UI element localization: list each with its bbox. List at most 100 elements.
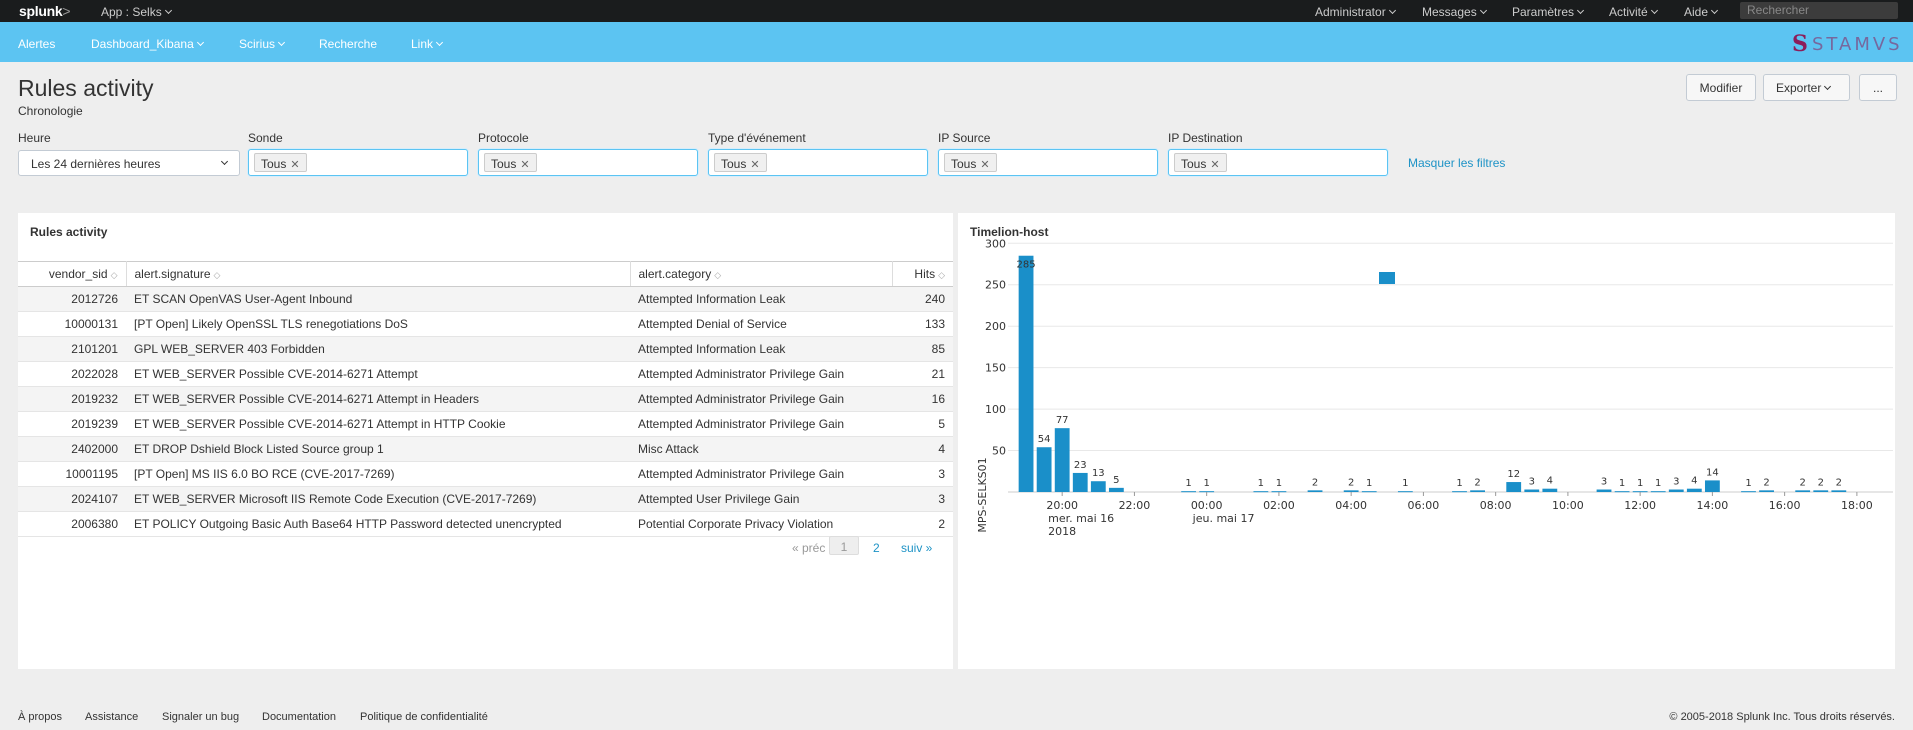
type-evenement-multiselect[interactable]: Tous ✕ (708, 149, 928, 176)
footer-link-about[interactable]: À propos (18, 711, 63, 723)
chart-bar[interactable] (1343, 490, 1359, 492)
chart-bar[interactable] (1506, 482, 1522, 492)
table-row[interactable]: 2402000 ET DROP Dshield Block Listed Sour… (18, 436, 953, 462)
chart-bar[interactable] (1072, 472, 1088, 492)
chart-bar[interactable] (1199, 491, 1215, 493)
pager-page-2[interactable]: 2 (873, 541, 880, 555)
bar-value-label: 1 (1619, 478, 1625, 489)
chart-bar[interactable] (1470, 490, 1485, 492)
remove-token-icon[interactable]: ✕ (750, 159, 760, 171)
table-row[interactable]: 2024107 ET WEB_SERVER Microsoft IIS Remot… (18, 486, 953, 512)
remove-token-icon[interactable]: ✕ (520, 159, 530, 171)
remove-token-icon[interactable]: ✕ (290, 159, 300, 171)
sonde-multiselect[interactable]: Tous ✕ (248, 149, 468, 176)
chart-bar[interactable] (1668, 489, 1684, 492)
time-range-select[interactable]: Les 24 dernières heures (18, 150, 240, 176)
export-button[interactable]: Exporter (1763, 74, 1850, 101)
remove-token-icon[interactable]: ✕ (1210, 159, 1220, 171)
hide-filters-link[interactable]: Masquer les filtres (1408, 156, 1506, 170)
chart-bar[interactable] (1524, 489, 1540, 492)
chart-bar[interactable] (1452, 491, 1467, 493)
column-label: vendor_sid (48, 267, 108, 281)
chart-bar[interactable] (1704, 480, 1720, 492)
filter-token[interactable]: Tous ✕ (484, 153, 537, 172)
filter-label-sonde: Sonde (248, 131, 283, 145)
chevron-down-icon (164, 6, 172, 15)
menu-messages[interactable]: Messages (1422, 5, 1487, 19)
column-header-signature[interactable]: alert.signature ◇ (126, 261, 631, 287)
chart-bar[interactable] (1361, 491, 1377, 493)
cell-category: Attempted Administrator Privilege Gain (630, 386, 892, 412)
filter-token[interactable]: Tous ✕ (714, 153, 767, 172)
chart-bar[interactable] (1542, 488, 1558, 492)
menu-administrator[interactable]: Administrator (1315, 5, 1396, 19)
edit-button[interactable]: Modifier (1686, 74, 1756, 101)
ip-source-multiselect[interactable]: Tous ✕ (938, 149, 1158, 176)
chart-bar[interactable] (1650, 491, 1666, 493)
chart-bar[interactable] (1036, 447, 1052, 492)
logo-text: splunk (19, 3, 63, 19)
column-header-category[interactable]: alert.category ◇ (630, 261, 893, 287)
chart-bar[interactable] (1307, 490, 1323, 492)
app-selector[interactable]: App : Selks (101, 5, 172, 19)
cell-signature: ET WEB_SERVER Possible CVE-2014-6271 Att… (126, 361, 630, 387)
pager-next[interactable]: suiv » (901, 541, 933, 555)
chart-bar[interactable] (1741, 491, 1756, 493)
chart-bar[interactable] (1018, 255, 1034, 492)
chart-bar[interactable] (1795, 490, 1811, 492)
splunk-logo[interactable]: splunk> (19, 3, 71, 19)
nav-recherche[interactable]: Recherche (319, 37, 377, 51)
table-row[interactable]: 10001195 [PT Open] MS IIS 6.0 BO RCE (CVE… (18, 461, 953, 487)
chart-bar[interactable] (1271, 491, 1287, 493)
menu-aide[interactable]: Aide (1684, 5, 1719, 19)
column-header-hits[interactable]: Hits ◇ (892, 261, 953, 287)
pager-page-1[interactable]: 1 (829, 536, 859, 555)
chart-bar[interactable] (1108, 487, 1124, 492)
nav-link[interactable]: Link (411, 37, 444, 51)
column-header-vendor-sid[interactable]: vendor_sid ◇ (18, 261, 127, 287)
chart-bar[interactable] (1632, 491, 1648, 493)
table-row[interactable]: 2022028 ET WEB_SERVER Possible CVE-2014-6… (18, 361, 953, 387)
chart-bar[interactable] (1054, 428, 1070, 492)
cell-vendor-sid: 2024107 (18, 486, 126, 512)
remove-token-icon[interactable]: ✕ (980, 159, 990, 171)
table-row[interactable]: 2019239 ET WEB_SERVER Possible CVE-2014-6… (18, 411, 953, 437)
x-tick-label: 18:00 (1841, 499, 1873, 512)
nav-scirius[interactable]: Scirius (239, 37, 286, 51)
footer-link-documentation[interactable]: Documentation (262, 711, 336, 723)
table-row[interactable]: 2101201 GPL WEB_SERVER 403 Forbidden Attem… (18, 336, 953, 362)
nav-dashboard-kibana[interactable]: Dashboard_Kibana (91, 37, 204, 51)
menu-parametres[interactable]: Paramètres (1512, 5, 1585, 19)
chart-bar[interactable] (1759, 490, 1774, 492)
pager-prev[interactable]: « préc (792, 541, 826, 555)
chart-bar[interactable] (1253, 491, 1269, 493)
chart-bar[interactable] (1090, 481, 1106, 492)
protocole-multiselect[interactable]: Tous ✕ (478, 149, 698, 176)
chart-bar[interactable] (1813, 490, 1829, 492)
table-row[interactable]: 2006380 ET POLICY Outgoing Basic Auth Bas… (18, 511, 953, 537)
bar-value-label: 2 (1348, 477, 1354, 488)
table-row[interactable]: 2019232 ET WEB_SERVER Possible CVE-2014-6… (18, 386, 953, 412)
footer-link-assistance[interactable]: Assistance (85, 711, 139, 723)
search-input[interactable]: Rechercher (1740, 2, 1898, 19)
footer-link-report-bug[interactable]: Signaler un bug (162, 711, 240, 723)
footer-link-privacy[interactable]: Politique de confidentialité (360, 711, 488, 723)
chart-bar[interactable] (1831, 490, 1847, 492)
chart-bar[interactable] (1181, 491, 1197, 493)
table-row[interactable]: 10000131 [PT Open] Likely OpenSSL TLS ren… (18, 311, 953, 337)
menu-activite[interactable]: Activité (1609, 5, 1658, 19)
nav-alertes[interactable]: Alertes (18, 37, 55, 51)
chart-bar[interactable] (1397, 491, 1413, 493)
filter-token[interactable]: Tous ✕ (944, 153, 997, 172)
x-tick-sublabel: mer. mai 16 (1048, 512, 1114, 525)
table-row[interactable]: 2012726 ET SCAN OpenVAS User-Agent Inboun… (18, 286, 953, 312)
chart-bar[interactable] (1596, 489, 1612, 492)
y-tick-label: 150 (985, 362, 1006, 375)
chart-bar[interactable] (1614, 491, 1630, 493)
more-button[interactable]: ... (1859, 74, 1897, 101)
ip-destination-multiselect[interactable]: Tous ✕ (1168, 149, 1388, 176)
filter-token[interactable]: Tous ✕ (254, 153, 307, 172)
filter-token[interactable]: Tous ✕ (1174, 153, 1227, 172)
chart-bar[interactable] (1686, 488, 1702, 492)
